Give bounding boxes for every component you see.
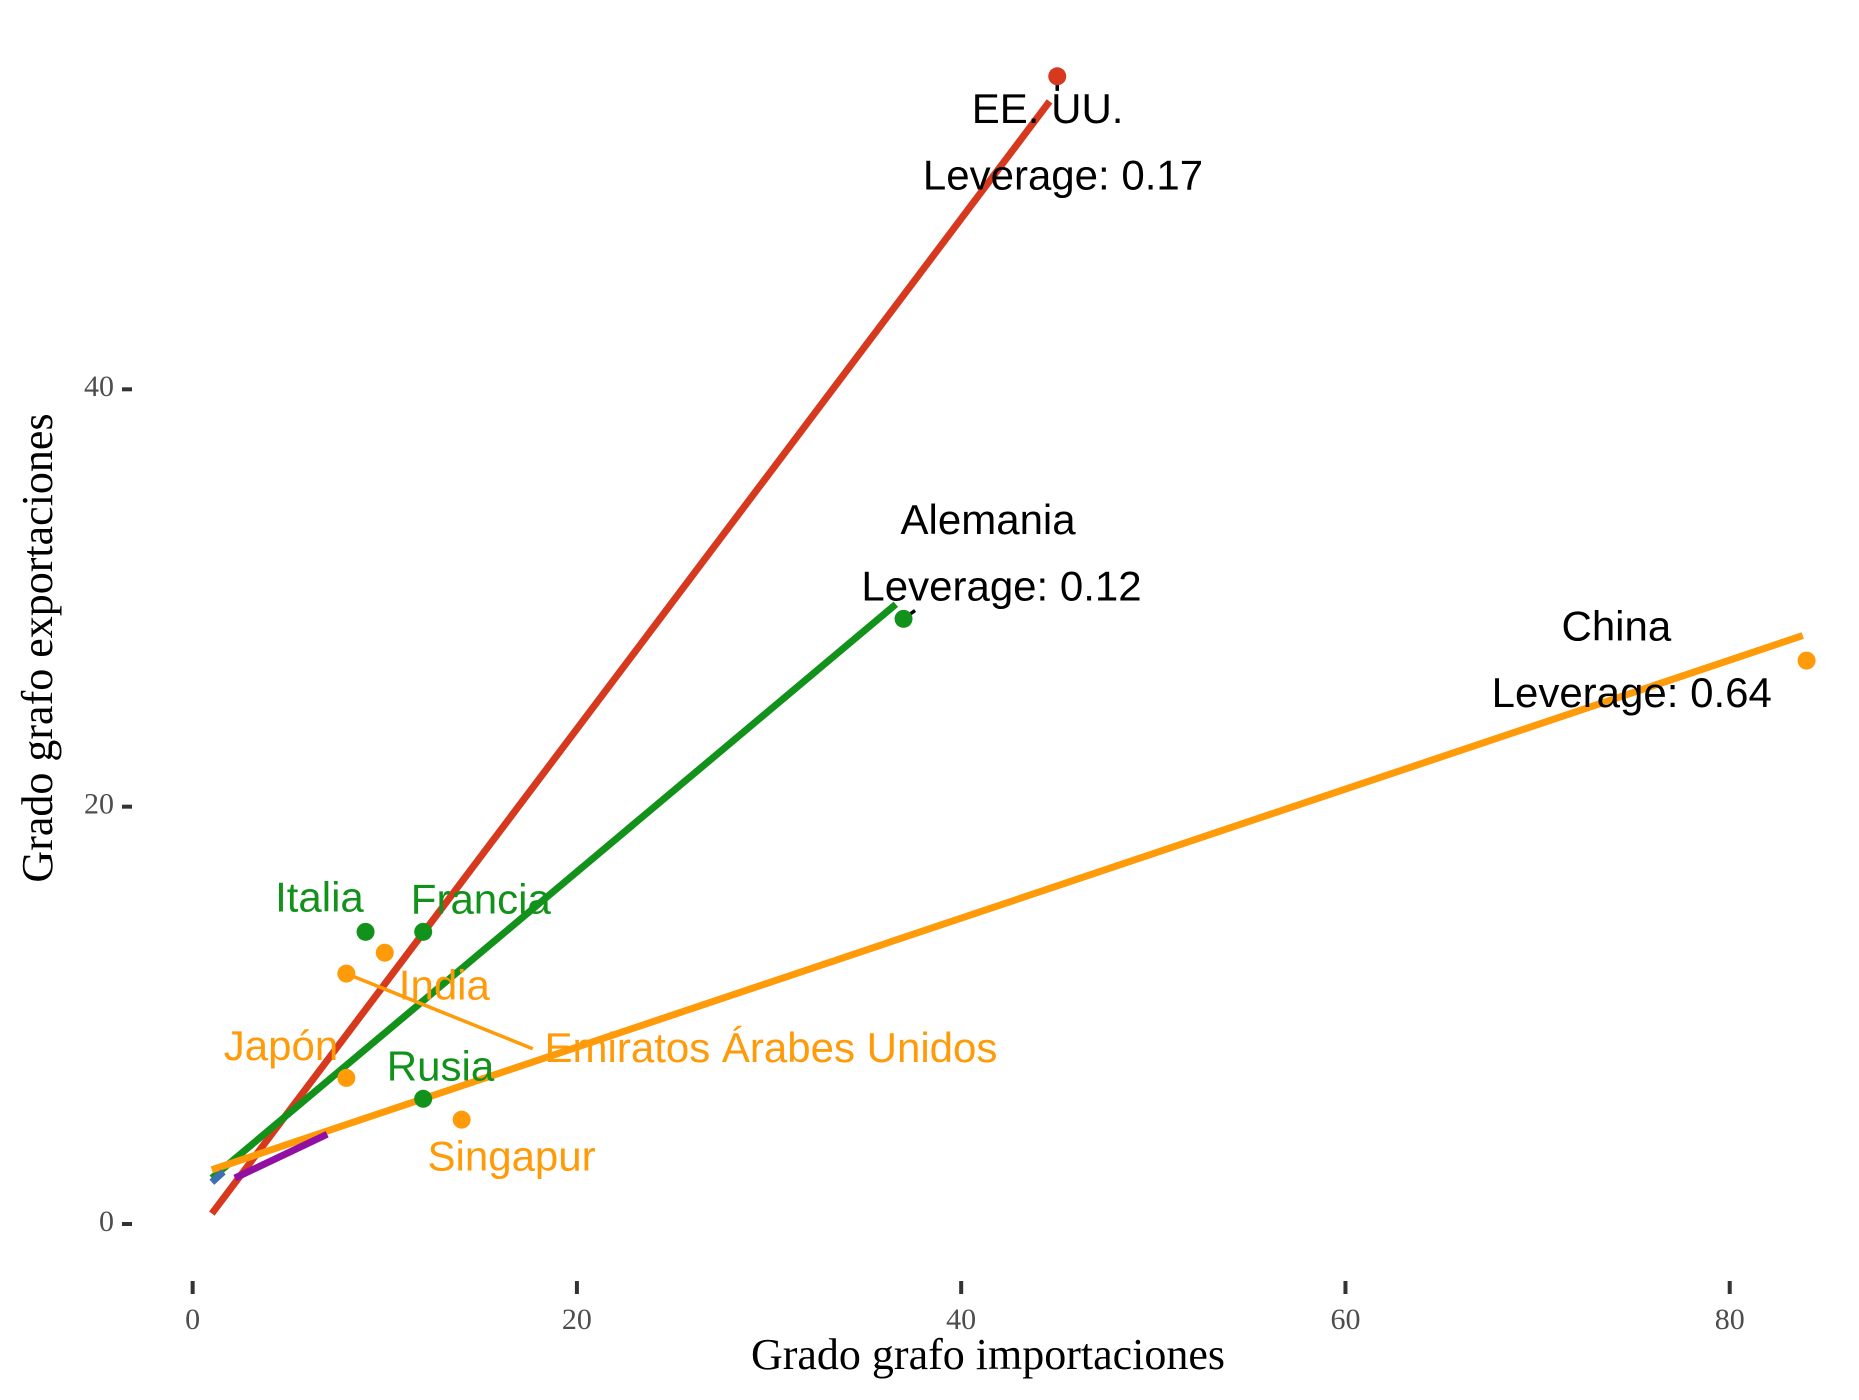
point-label: Japón — [224, 1022, 338, 1069]
x-axis: 0 20 40 60 80 — [185, 1281, 1745, 1336]
y-axis-title: Grado grafo exportaciones — [13, 413, 62, 882]
x-tick-label: 40 — [946, 1303, 976, 1336]
fit-line-orange — [210, 632, 1804, 1174]
leader-line — [345, 971, 534, 1051]
fit-line-green — [209, 601, 899, 1181]
data-point-green — [356, 922, 375, 941]
data-point-orange — [375, 943, 394, 962]
point-labels: EE. UU. Leverage: 0.17 Alemania Leverage: 0… — [224, 85, 1772, 1180]
x-tick-label: 60 — [1330, 1303, 1360, 1336]
point-label: EE. UU. — [972, 85, 1124, 132]
data-point-green — [414, 1089, 433, 1108]
point-label: Leverage: 0.12 — [861, 563, 1141, 610]
fit-line-red — [209, 99, 1053, 1216]
point-label: Alemania — [901, 496, 1077, 543]
point-label: Emiratos Árabes Unidos — [545, 1024, 998, 1071]
point-label: China — [1561, 602, 1671, 649]
point-label: Leverage: 0.64 — [1492, 669, 1772, 716]
y-tick-label: 40 — [84, 370, 114, 403]
x-tick-label: 0 — [185, 1303, 200, 1336]
y-axis: 0 20 40 — [84, 370, 132, 1238]
fit-line-purple — [233, 1131, 329, 1182]
y-tick-label: 0 — [99, 1205, 114, 1238]
x-tick-label: 80 — [1715, 1303, 1745, 1336]
fit-lines — [209, 99, 1804, 1216]
data-point-green — [414, 922, 433, 941]
x-axis-title: Grado grafo importaciones — [751, 1330, 1225, 1379]
data-point-red — [1048, 67, 1067, 86]
point-label: Leverage: 0.17 — [923, 152, 1203, 199]
data-point-orange — [452, 1110, 471, 1129]
point-label: Rusia — [387, 1043, 495, 1090]
data-point-orange — [1797, 651, 1816, 670]
y-tick-label: 20 — [84, 788, 114, 821]
x-tick-label: 20 — [562, 1303, 592, 1336]
data-point-green — [894, 609, 913, 628]
fit-line-blue — [209, 1169, 226, 1185]
data-point-orange — [337, 964, 356, 983]
point-label: Francia — [411, 876, 552, 923]
data-point-orange — [337, 1068, 356, 1087]
point-label: Singapur — [428, 1132, 596, 1179]
point-label: Italia — [275, 874, 364, 921]
point-label: India — [399, 961, 491, 1008]
data-points — [337, 67, 1816, 1129]
